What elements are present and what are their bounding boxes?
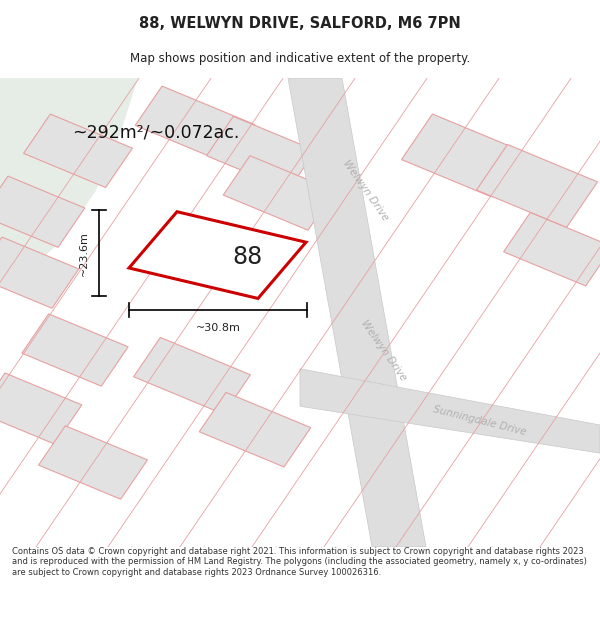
- Polygon shape: [129, 212, 306, 298]
- Text: ~23.6m: ~23.6m: [79, 231, 89, 276]
- Text: Welwyn Drive: Welwyn Drive: [359, 318, 409, 382]
- Polygon shape: [0, 176, 85, 248]
- Polygon shape: [476, 144, 598, 228]
- Polygon shape: [0, 237, 79, 308]
- Text: Map shows position and indicative extent of the property.: Map shows position and indicative extent…: [130, 52, 470, 65]
- Text: Sunningdale Drive: Sunningdale Drive: [433, 404, 527, 437]
- Polygon shape: [288, 78, 426, 547]
- Polygon shape: [206, 116, 316, 190]
- Polygon shape: [0, 373, 82, 444]
- Polygon shape: [199, 392, 311, 467]
- Polygon shape: [503, 213, 600, 286]
- Text: ~292m²/~0.072ac.: ~292m²/~0.072ac.: [72, 123, 239, 141]
- Text: 88, WELWYN DRIVE, SALFORD, M6 7PN: 88, WELWYN DRIVE, SALFORD, M6 7PN: [139, 16, 461, 31]
- Text: Contains OS data © Crown copyright and database right 2021. This information is : Contains OS data © Crown copyright and d…: [12, 547, 587, 577]
- Polygon shape: [134, 338, 250, 414]
- Polygon shape: [300, 369, 600, 453]
- Text: 88: 88: [232, 246, 263, 269]
- Polygon shape: [23, 114, 133, 188]
- Text: Welwyn Drive: Welwyn Drive: [341, 158, 391, 223]
- Polygon shape: [0, 78, 138, 275]
- Polygon shape: [22, 314, 128, 386]
- Polygon shape: [401, 114, 523, 197]
- Polygon shape: [38, 426, 148, 499]
- Text: ~30.8m: ~30.8m: [196, 323, 241, 333]
- Polygon shape: [223, 156, 335, 230]
- Polygon shape: [135, 86, 255, 164]
